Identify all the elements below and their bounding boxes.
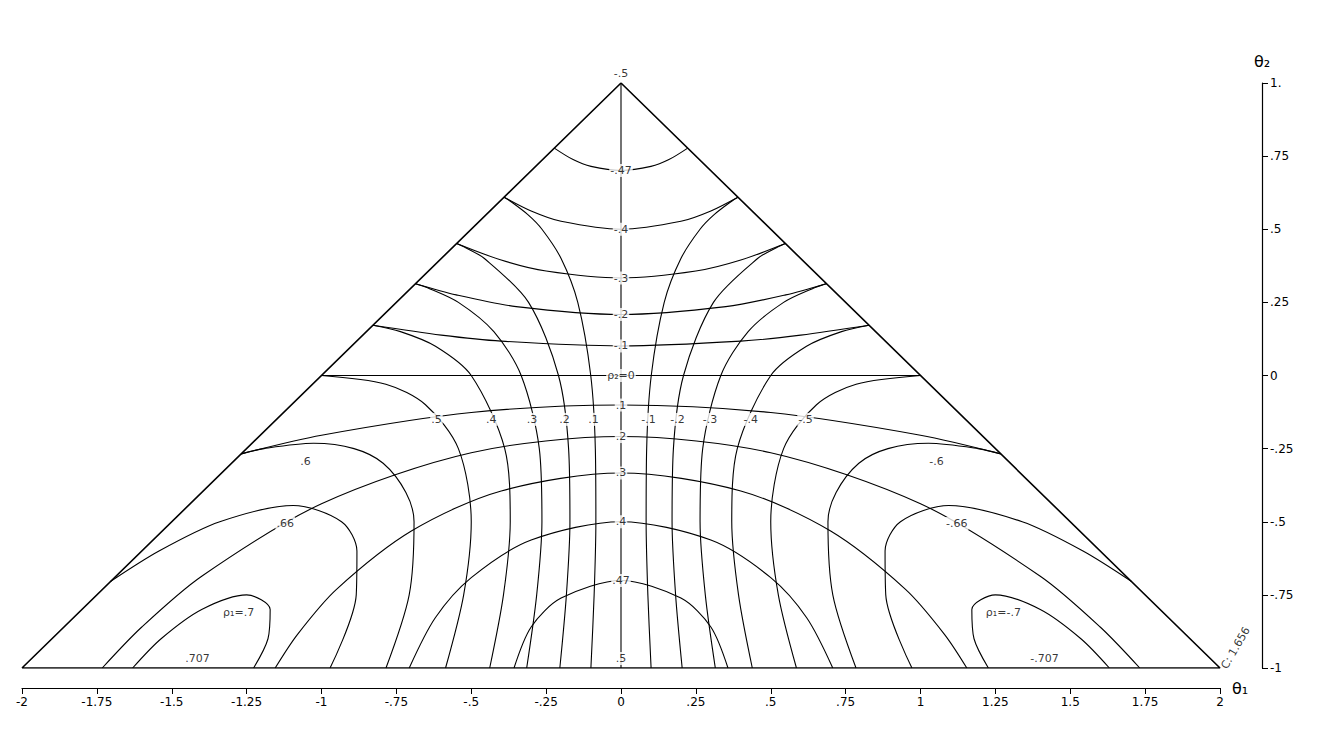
svg-text:-.1: -.1 [641,413,655,426]
svg-text:θ₂: θ₂ [1254,52,1270,71]
svg-text:ρ₁=.7: ρ₁=.7 [223,606,254,619]
svg-text:-.75: -.75 [385,695,408,709]
svg-text:-.3: -.3 [614,272,628,285]
svg-text:.6: .6 [300,455,311,468]
svg-text:-.5: -.5 [1270,515,1286,529]
svg-text:-.25: -.25 [534,695,557,709]
svg-text:-.5: -.5 [798,413,812,426]
svg-text:-1.25: -1.25 [231,695,262,709]
svg-text:-.47: -.47 [610,164,631,177]
svg-text:.1: .1 [588,413,599,426]
svg-text:1.: 1. [1270,76,1281,90]
svg-text:.4: .4 [486,413,497,426]
svg-text:1.75: 1.75 [1132,695,1159,709]
svg-text:.75: .75 [836,695,855,709]
svg-text:.25: .25 [686,695,705,709]
svg-text:ρ₂=0: ρ₂=0 [607,369,635,382]
svg-text:1.25: 1.25 [982,695,1009,709]
svg-text:.75: .75 [1270,149,1289,163]
svg-text:.5: .5 [765,695,776,709]
svg-text:.2: .2 [616,430,627,443]
svg-text:.2: .2 [559,413,570,426]
svg-text:-.6: -.6 [929,455,943,468]
svg-text:.25: .25 [1270,295,1289,309]
svg-text:-1.75: -1.75 [81,695,112,709]
svg-text:.4: .4 [616,515,627,528]
svg-text:.3: .3 [616,466,627,479]
svg-text:θ₁: θ₁ [1232,679,1248,698]
svg-text:2: 2 [1216,695,1224,709]
svg-text:.1: .1 [616,399,627,412]
svg-text:-.25: -.25 [1270,442,1293,456]
svg-text:-.4: -.4 [743,413,757,426]
svg-text:-.2: -.2 [670,413,684,426]
svg-text:-.707: -.707 [1030,652,1058,665]
svg-text:-1.5: -1.5 [160,695,183,709]
svg-text:0: 0 [617,695,625,709]
svg-text:.5: .5 [1270,222,1281,236]
svg-text:-.2: -.2 [614,308,628,321]
svg-text:.5: .5 [431,413,442,426]
svg-text:1: 1 [917,695,925,709]
svg-text:C: 1.656: C: 1.656 [1218,625,1252,672]
svg-text:.3: .3 [527,413,538,426]
svg-text:.707: .707 [185,652,210,665]
svg-text:-.3: -.3 [703,413,717,426]
svg-text:-.66: -.66 [946,517,967,530]
svg-text:ρ₁=-.7: ρ₁=-.7 [986,606,1021,619]
svg-text:0: 0 [1270,369,1278,383]
svg-text:-.5: -.5 [463,695,479,709]
svg-text:1.5: 1.5 [1061,695,1080,709]
svg-text:.47: .47 [612,574,630,587]
svg-text:-.5: -.5 [614,67,628,80]
svg-text:.5: .5 [616,652,627,665]
svg-text:-2: -2 [16,695,28,709]
svg-text:-.75: -.75 [1270,588,1293,602]
svg-text:-.1: -.1 [614,339,628,352]
svg-text:-1: -1 [1270,661,1282,675]
svg-text:.66: .66 [276,517,294,530]
svg-text:-1: -1 [316,695,328,709]
svg-text:-.4: -.4 [614,223,628,236]
